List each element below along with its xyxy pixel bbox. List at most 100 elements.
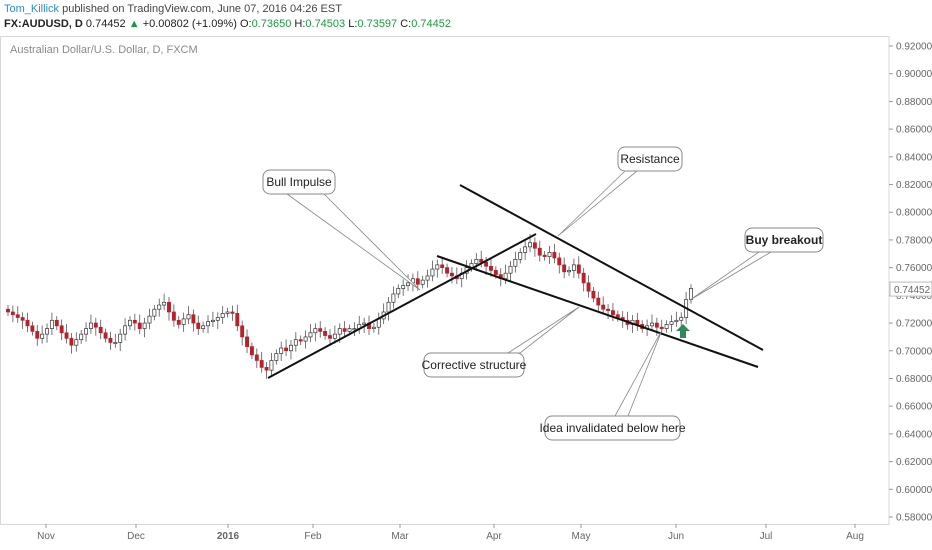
candle-body [420, 279, 425, 285]
y-tick-label: 0.92000 [896, 42, 932, 53]
x-tick-label: Dec [127, 531, 145, 542]
candle-body [430, 268, 435, 277]
candle-body [557, 257, 562, 266]
callout-pointer [614, 329, 663, 417]
x-tick-label: Feb [304, 531, 322, 542]
candle-body [528, 242, 532, 248]
candle-body [542, 254, 547, 257]
candle-body [35, 331, 40, 339]
candle-body [230, 311, 235, 314]
candle-body [254, 354, 259, 361]
candle-body [298, 339, 303, 342]
candle-body [586, 282, 591, 292]
candle-body [650, 322, 654, 327]
last-price: 0.74452 [85, 18, 126, 30]
candle-body [157, 304, 162, 310]
candle-body [391, 293, 396, 303]
candle-body [415, 278, 420, 285]
y-tick-label: 0.82000 [896, 180, 932, 191]
x-tick-label: 2016 [217, 531, 240, 542]
candle-body [132, 319, 137, 324]
callout-box [617, 146, 683, 172]
candle-body [293, 339, 298, 346]
y-tick-label: 0.68000 [896, 374, 932, 385]
candle-body [240, 325, 245, 338]
candle-body [84, 328, 89, 335]
candle-body [181, 318, 186, 325]
candle-body [137, 322, 142, 329]
candle-body [79, 333, 84, 341]
current-price-label: 0.74452 [894, 285, 931, 296]
candle-body [567, 270, 571, 273]
callout-pointer [285, 193, 421, 291]
y-tick-label: 0.78000 [896, 235, 932, 246]
candle-body [532, 242, 537, 249]
candle-body [176, 319, 181, 325]
chart-title: Australian Dollar/U.S. Dollar, D, FXCM [10, 44, 198, 56]
buy-breakout-callout: Buy breakout [689, 227, 824, 301]
candle-body [269, 360, 274, 371]
up-arrow-icon: ▲ [128, 18, 140, 30]
callout-box [744, 227, 824, 253]
x-tick-label: Aug [846, 531, 864, 542]
candle-body [489, 265, 493, 271]
invalidation-callout: Idea invalidated below here [539, 329, 686, 441]
candle-body [15, 314, 20, 318]
candle-body [123, 325, 128, 335]
open-label: O: [239, 18, 252, 30]
y-tick-label: 0.84000 [896, 152, 932, 163]
candle-body [591, 290, 596, 299]
candle-body [635, 319, 640, 325]
symbol-label[interactable]: FX:AUDUSD, D [4, 18, 83, 30]
candle-body [147, 315, 152, 324]
x-tick-label: Apr [486, 531, 502, 542]
candle-body [98, 326, 103, 334]
candle-body [552, 252, 557, 259]
callout-pointer [506, 306, 580, 354]
x-tick-label: May [572, 531, 591, 542]
candle-body [210, 319, 215, 323]
candle-body [264, 367, 269, 371]
candle-body [313, 328, 318, 334]
callout-pointer [689, 251, 773, 301]
candle-body [128, 319, 132, 327]
candle-body [49, 319, 54, 329]
candle-body [220, 313, 225, 318]
candle-body [503, 272, 508, 280]
y-tick-label: 0.90000 [896, 69, 932, 80]
candle-body [537, 247, 542, 256]
candle-body [74, 339, 79, 346]
candle-body [274, 353, 279, 361]
y-tick-label: 0.76000 [896, 263, 932, 274]
candle-body [396, 288, 401, 295]
candle-body [152, 308, 157, 317]
author-link[interactable]: Tom_Killick [4, 3, 60, 15]
candle-body [659, 326, 664, 329]
bull-impulse-callout: Bull Impulse [262, 169, 421, 291]
high-label: H: [294, 18, 306, 30]
candle-body [401, 285, 406, 289]
candle-body [689, 288, 693, 300]
candle-body [362, 322, 367, 325]
callout-box [262, 169, 336, 195]
candle-body [113, 342, 118, 345]
candle-body [59, 325, 64, 334]
low-label: L: [348, 18, 358, 30]
candle-body [215, 317, 220, 321]
ohlc-line: FX:AUDUSD, D 0.74452 ▲ +0.00802 (+1.09%)… [4, 18, 451, 30]
candle-body [547, 252, 552, 257]
candle-body [571, 264, 576, 271]
candle-body [10, 311, 15, 316]
callout-text: Resistance [620, 152, 680, 166]
publish-line: Tom_Killick published on TradingView.com… [4, 3, 342, 15]
candle-body [167, 301, 171, 313]
candle-body [371, 326, 376, 329]
candle-body [118, 333, 123, 343]
candle-body [523, 246, 528, 253]
x-tick-label: Mar [391, 531, 409, 542]
candle-body [445, 267, 450, 274]
candle-body [601, 304, 606, 310]
y-tick-label: 0.64000 [896, 429, 932, 440]
candle-body [108, 337, 113, 343]
candle-body [347, 328, 352, 332]
